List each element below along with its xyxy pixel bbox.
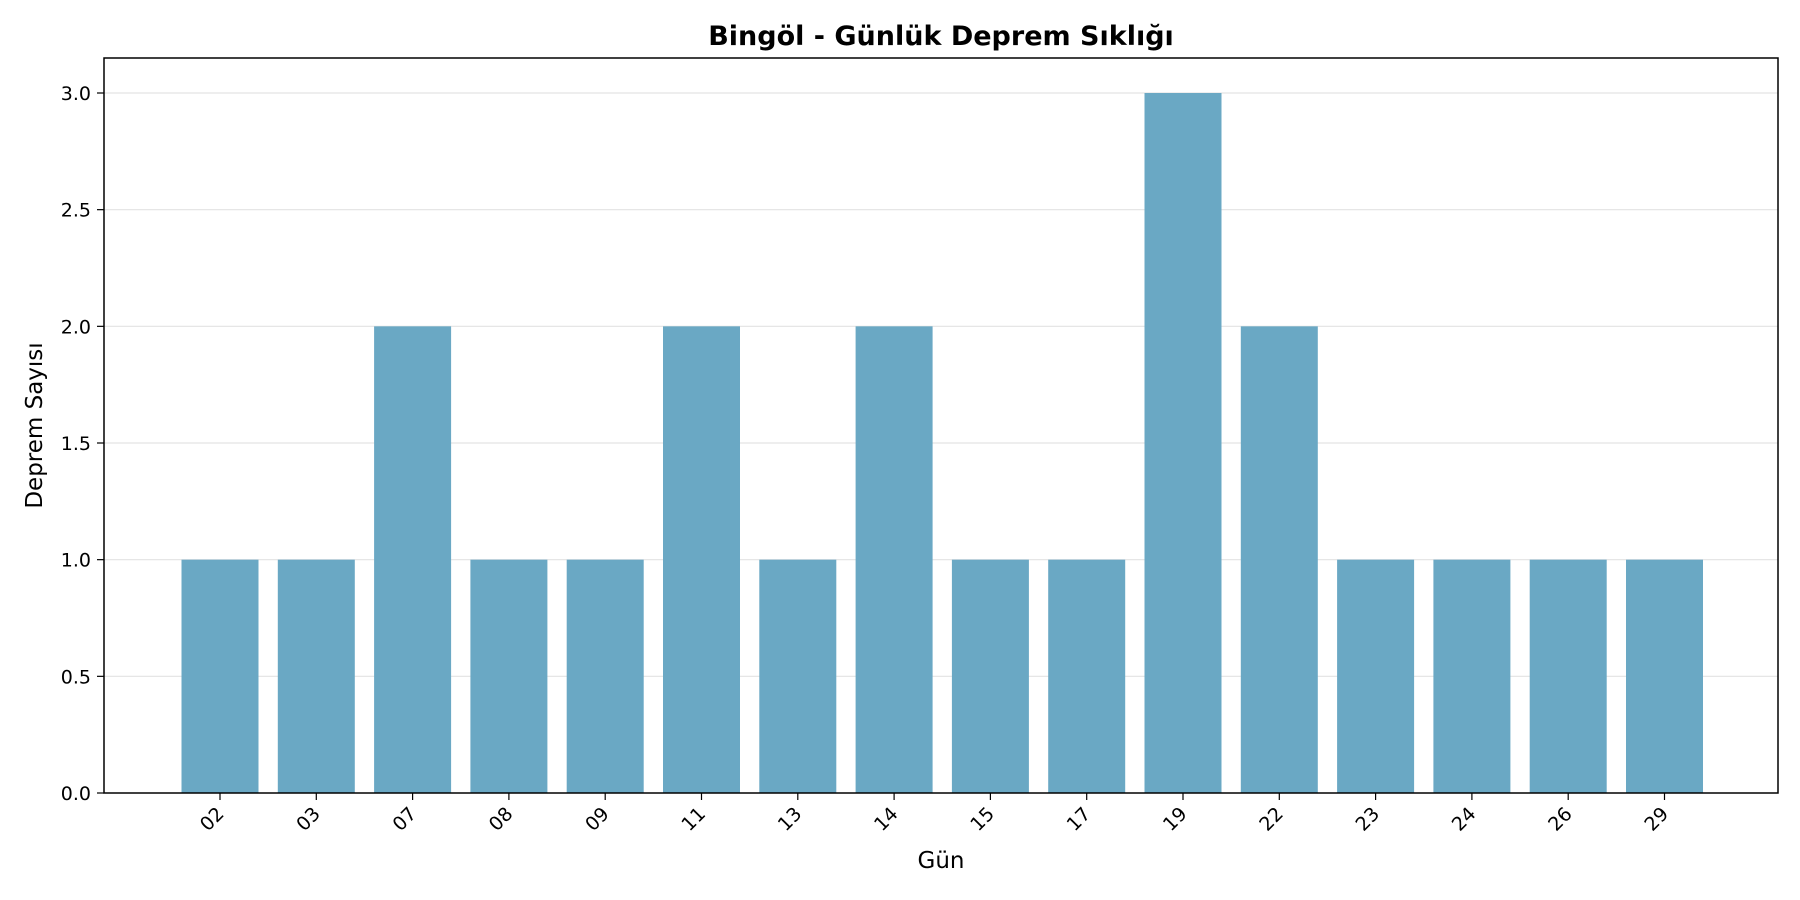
bar-26 xyxy=(1529,559,1607,793)
y-tick-label: 0.0 xyxy=(61,783,91,805)
y-tick-label: 2.0 xyxy=(61,316,91,338)
bar-22 xyxy=(1240,326,1318,793)
bar-13 xyxy=(759,559,837,793)
bar-15 xyxy=(951,559,1029,793)
bar-17 xyxy=(1048,559,1126,793)
bar-19 xyxy=(1144,93,1222,793)
plot-frame xyxy=(103,57,1779,794)
bar-08 xyxy=(470,559,548,793)
bars xyxy=(181,93,1703,793)
bar-09 xyxy=(566,559,644,793)
y-axis-title: Deprem Sayısı xyxy=(22,342,48,508)
bar-07 xyxy=(374,326,452,793)
bar-24 xyxy=(1433,559,1511,793)
bar-14 xyxy=(855,326,933,793)
chart-title: Bingöl - Günlük Deprem Sıklığı xyxy=(708,21,1174,52)
y-tick-label: 0.5 xyxy=(61,666,91,688)
y-tick-label: 1.5 xyxy=(61,433,91,455)
y-tick-label: 3.0 xyxy=(61,83,91,105)
bar-03 xyxy=(277,559,355,793)
y-axis-ticks: 0.0 0.5 1.0 1.5 2.0 2.5 3.0 xyxy=(61,83,104,805)
bar-23 xyxy=(1337,559,1415,793)
bar-11 xyxy=(663,326,740,793)
x-axis-title: Gün xyxy=(918,848,965,874)
bar-02 xyxy=(181,559,259,793)
bar-29 xyxy=(1626,559,1703,793)
y-tick-label: 2.5 xyxy=(61,200,91,222)
y-tick-label: 1.0 xyxy=(61,550,91,572)
